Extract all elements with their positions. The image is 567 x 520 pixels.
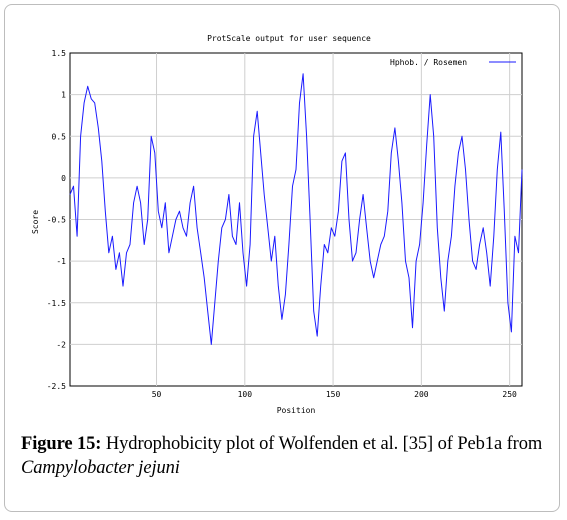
hydrophobicity-chart: ProtScale output for user sequence 1.510…: [31, 34, 523, 415]
x-tick-label: 150: [326, 390, 341, 399]
x-tick-label: 250: [502, 390, 517, 399]
legend-label: Hphob. / Rosemen: [390, 58, 467, 67]
y-tick-label: -1.5: [47, 299, 66, 308]
caption-organism: Campylobacter jejuni: [21, 458, 180, 478]
x-tick-label: 50: [152, 390, 162, 399]
chart-title: ProtScale output for user sequence: [207, 34, 371, 43]
y-tick-label: 0.5: [52, 132, 67, 141]
x-axis-ticks: 50 100 150 200 250: [152, 390, 517, 399]
y-tick-label: -1: [56, 257, 66, 266]
y-tick-label: -2.5: [47, 382, 66, 391]
caption-text: Hydrophobicity plot of Wolfenden et al. …: [101, 434, 543, 454]
x-tick-label: 200: [414, 390, 429, 399]
legend: Hphob. / Rosemen: [390, 58, 516, 67]
x-axis-label: Position: [277, 406, 316, 415]
series-line: [69, 73, 523, 345]
y-tick-label: -2: [56, 340, 66, 349]
x-tick-label: 100: [238, 390, 253, 399]
y-tick-label: -0.5: [47, 216, 66, 225]
grid-lines: [70, 53, 522, 386]
figure-caption: Figure 15: Hydrophobicity plot of Wolfen…: [21, 432, 551, 480]
y-tick-label: 1.5: [52, 49, 67, 58]
y-tick-label: 1: [61, 91, 66, 100]
y-axis-label: Score: [31, 210, 40, 234]
y-tick-label: 0: [61, 174, 66, 183]
series-layer: [69, 73, 523, 345]
y-axis-ticks: 1.5 1 0.5 0 -0.5 -1 -1.5 -2 -2.5: [47, 49, 66, 391]
caption-label: Figure 15:: [21, 434, 102, 454]
